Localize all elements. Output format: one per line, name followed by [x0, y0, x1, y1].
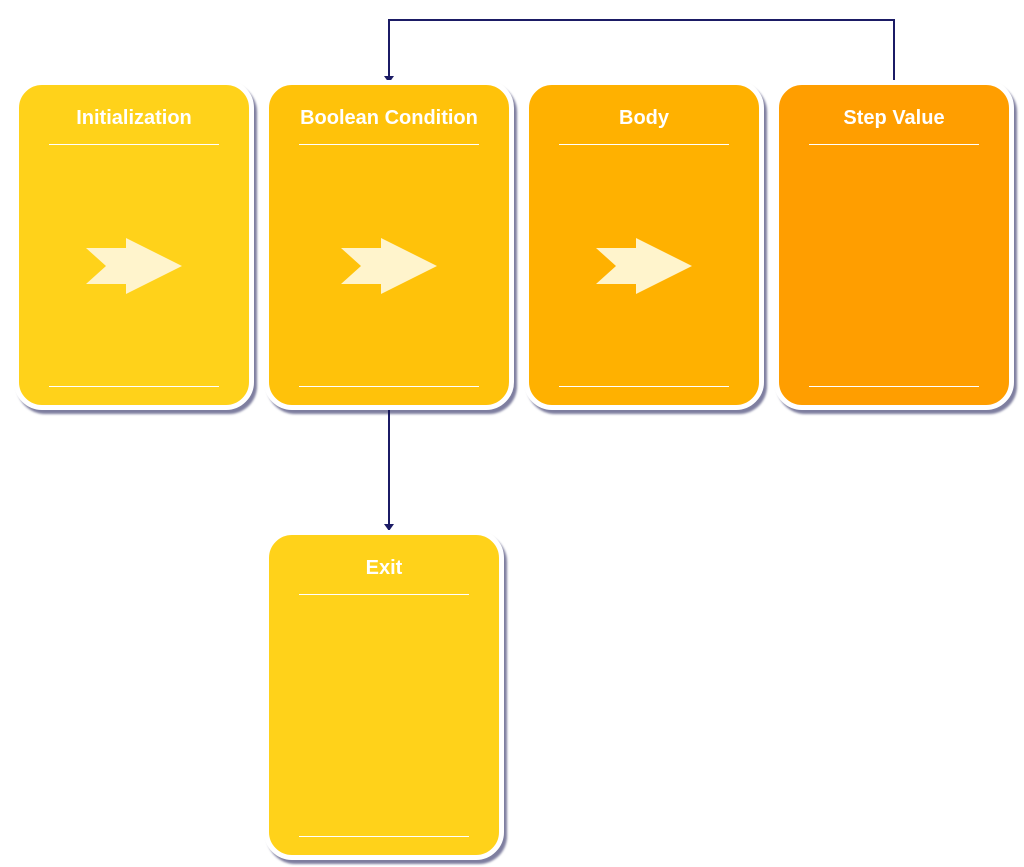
- node-title: Body: [619, 107, 669, 130]
- node-body: [287, 595, 481, 836]
- arrow-right-icon: [339, 238, 439, 294]
- node-step-value: Step Value: [774, 80, 1014, 410]
- divider-bottom: [49, 386, 220, 387]
- node-title: Boolean Condition: [300, 107, 478, 130]
- node-title: Initialization: [76, 107, 192, 130]
- divider-bottom: [299, 386, 479, 387]
- node-title: Step Value: [843, 107, 944, 130]
- node-exit: Exit: [264, 530, 504, 860]
- arrow-right-icon: [84, 238, 184, 294]
- node-body: [797, 145, 991, 386]
- divider-bottom: [559, 386, 730, 387]
- node-body: Body: [524, 80, 764, 410]
- node-boolean-condition: Boolean Condition: [264, 80, 514, 410]
- arrow-right-icon: [594, 238, 694, 294]
- node-body: [37, 145, 231, 386]
- node-title: Exit: [366, 557, 403, 580]
- node-body-area: [547, 145, 741, 386]
- node-body: [287, 145, 491, 386]
- edge-step-to-cond: [389, 20, 894, 80]
- divider-bottom: [809, 386, 980, 387]
- flowchart-canvas: Initialization Boolean Condition Body: [0, 0, 1024, 867]
- node-initialization: Initialization: [14, 80, 254, 410]
- divider-bottom: [299, 836, 470, 837]
